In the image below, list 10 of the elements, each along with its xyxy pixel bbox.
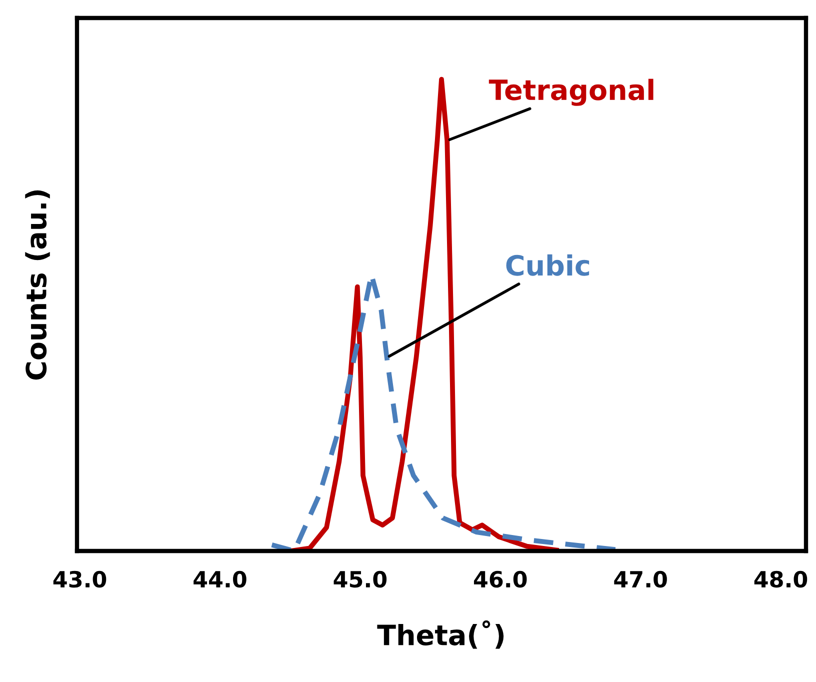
x-tick-label: 47.0 <box>614 570 667 588</box>
x-tick-label: 45.0 <box>334 570 387 588</box>
x-tick-label: 43.0 <box>53 570 106 588</box>
x-tick-label: 44.0 <box>194 570 246 588</box>
x-axis-title: Theta(˚) <box>377 620 504 649</box>
x-tick-label: 46.0 <box>474 570 527 588</box>
text: Cubic <box>506 254 590 276</box>
y-axis-title: Counts (au.) <box>25 190 50 380</box>
x-tick-label: 48.0 <box>754 570 808 588</box>
series-label: Tetragonal <box>488 78 654 106</box>
